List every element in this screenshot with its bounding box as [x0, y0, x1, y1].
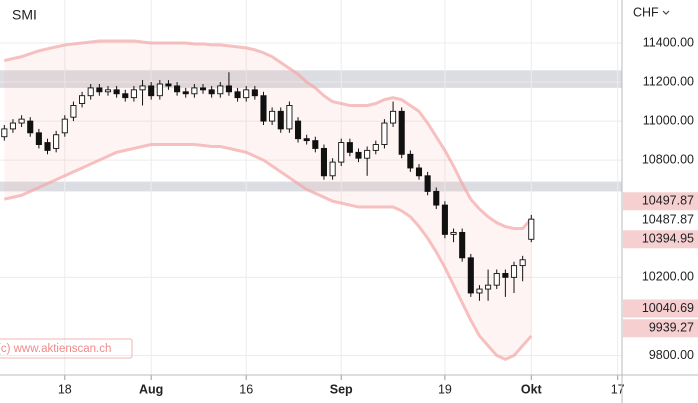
candle-body — [260, 95, 267, 122]
candle-body — [528, 218, 535, 240]
x-tick-label: 17 — [611, 382, 625, 396]
candle-body — [165, 83, 172, 87]
price-label-bg — [623, 230, 698, 249]
chart-title: SMI — [12, 7, 37, 23]
candle-body — [346, 142, 353, 153]
candle-body — [139, 85, 146, 91]
zone — [0, 70, 622, 88]
candle-body — [243, 89, 250, 99]
y-tick-label: 9800.00 — [649, 348, 694, 362]
candle-body — [87, 87, 94, 97]
candle-body — [415, 167, 423, 177]
candle-body — [355, 151, 362, 159]
candle-body — [364, 149, 371, 159]
candle-body — [502, 272, 509, 278]
price-label: 9939.27 — [649, 321, 694, 335]
candle-body — [182, 91, 189, 95]
x-tick-label: 19 — [438, 382, 452, 396]
y-tick-label: 11000.00 — [643, 113, 694, 127]
candle-body — [122, 93, 129, 99]
price-label: 10394.95 — [642, 232, 694, 246]
currency-selector[interactable]: CHF — [633, 5, 659, 19]
candle-body — [61, 118, 68, 134]
y-tick-label: 10200.00 — [642, 270, 694, 284]
candle-body — [329, 161, 336, 177]
candle-body — [338, 142, 345, 163]
y-tick-label: 10800.00 — [642, 152, 694, 166]
candle-body — [320, 147, 328, 177]
candle-body — [113, 89, 120, 95]
price-label: 10497.87 — [642, 194, 694, 208]
candle-body — [467, 257, 474, 294]
candle-body — [18, 118, 25, 124]
candle-body — [35, 132, 42, 145]
candle-body — [476, 288, 483, 294]
candle-body — [372, 144, 379, 151]
zone — [0, 181, 622, 192]
candle-body — [303, 138, 310, 142]
candle-body — [390, 110, 397, 124]
price-label-bg — [623, 319, 698, 338]
candle-body — [459, 231, 466, 259]
candle-body — [27, 120, 34, 134]
price-label-bg — [623, 192, 698, 211]
y-tick-label: 11400.00 — [643, 35, 694, 49]
candle-body — [485, 284, 492, 290]
candle-body — [493, 272, 500, 286]
candle-body — [269, 110, 276, 122]
candle-body — [217, 85, 224, 95]
candle-body — [510, 265, 518, 278]
candle-body — [104, 89, 112, 93]
candle-body — [295, 120, 302, 140]
price-label-bg — [623, 299, 698, 318]
watermark-box — [0, 338, 133, 359]
x-tick-label: 16 — [239, 382, 253, 396]
candle-body — [234, 91, 241, 99]
candle-body — [312, 140, 319, 149]
price-label: 10487.87 — [642, 213, 694, 227]
candle-body — [53, 134, 60, 149]
candle-body — [96, 87, 103, 93]
candle-body — [1, 128, 8, 138]
chevron[interactable] — [662, 10, 670, 15]
candle-body — [225, 85, 232, 93]
candle-body — [156, 83, 163, 97]
candle-body — [79, 95, 86, 104]
candle-body — [519, 259, 526, 267]
x-tick-label: Okt — [521, 382, 543, 396]
x-tick-label: Aug — [139, 382, 163, 396]
candle-body — [441, 204, 448, 235]
band-upper — [3, 39, 533, 231]
candle-body — [191, 87, 198, 95]
candle-body — [208, 89, 215, 95]
candle-body — [424, 175, 431, 192]
candle-body — [407, 153, 414, 169]
candle-body — [433, 190, 440, 206]
x-tick-label: Sep — [330, 382, 353, 396]
y-tick-label: 11200.00 — [643, 74, 694, 88]
candle-body — [70, 105, 77, 118]
candle-body — [9, 122, 17, 130]
candle-body — [450, 231, 457, 235]
candle-body — [381, 122, 388, 145]
price-label: 10040.69 — [642, 301, 694, 315]
candle-body — [174, 85, 181, 93]
watermark: (c) www.aktienscan.ch — [0, 343, 111, 355]
candle-body — [398, 110, 405, 155]
x-tick-label: 18 — [58, 382, 72, 396]
candle-body — [277, 110, 284, 130]
candle-body — [199, 87, 207, 91]
candle-body — [130, 89, 137, 99]
candle-body — [251, 89, 258, 97]
candle-body — [286, 105, 293, 130]
band-lower — [3, 143, 533, 362]
candle-body — [44, 142, 51, 151]
band-fill — [4, 41, 532, 360]
candle-body — [148, 85, 155, 97]
